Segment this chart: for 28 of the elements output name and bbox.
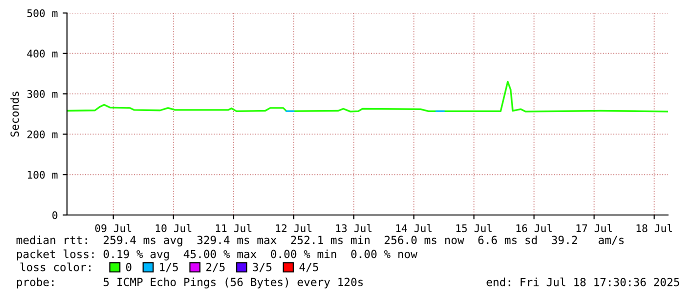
x-tick-label: 09 Jul: [95, 224, 132, 232]
y-tick-label: 200 m: [27, 130, 58, 138]
text: end: Fri Jul 18 17:30:36 2025: [486, 278, 680, 286]
y-tick-label: 0: [52, 211, 58, 220]
text: median rtt: 259.4 ms avg 329.4 ms max 252.1 ms min 256.0 ms now 6.6 ms sd 39.2 am/s: [16, 236, 624, 246]
x-tick-label: 13 Jul: [336, 224, 372, 232]
text: packet loss: 0.19 % avg 45.00 % max 0.00 % min 0.00 % now: [17, 250, 418, 260]
x-tick-label: 10 Jul: [156, 224, 192, 232]
x-tick-label: 14 Jul: [396, 224, 432, 232]
legend-label: 2/5: [206, 262, 225, 272]
y-tick-label: 100 m: [28, 170, 58, 179]
legend-label: 1/5: [160, 262, 178, 272]
x-tick-label: 18 Jul: [636, 224, 672, 232]
x-tick-label: 11 Jul: [216, 224, 252, 232]
legend-label: 0: [126, 262, 132, 272]
legend-label: 4/5: [299, 262, 318, 272]
text: probe: 5 ICMP Echo Pings (56 Bytes) every 120s: [17, 278, 363, 288]
y-tick-label: 500 m: [27, 9, 58, 18]
y-tick-label: 300 m: [27, 90, 58, 98]
line-series: [67, 80, 668, 112]
legend-title: loss color:: [20, 262, 90, 272]
x-tick-label: 12 Jul: [276, 224, 312, 232]
legend-label: 3/5: [252, 262, 272, 272]
x-tick-label: 16 Jul: [516, 224, 552, 232]
y-tick-label: 400 m: [27, 50, 58, 58]
x-tick-label: 15 Jul: [456, 224, 492, 232]
x-tick-label: 17 Jul: [576, 224, 612, 232]
y-axis-title: Seconds: [10, 92, 19, 137]
